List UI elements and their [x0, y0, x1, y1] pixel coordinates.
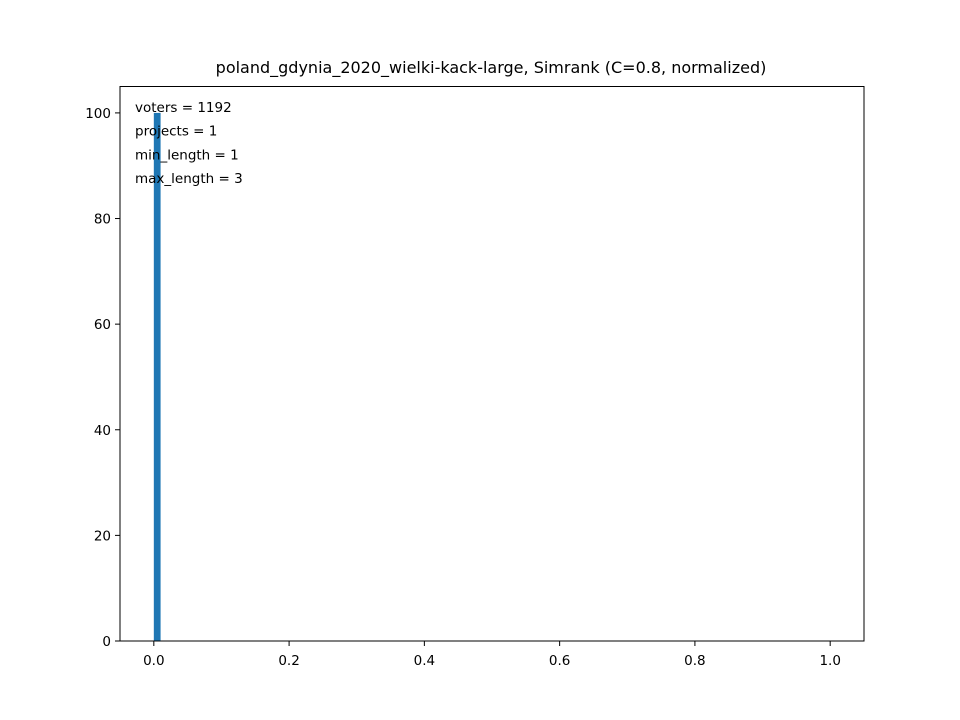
y-tick-label: 80: [94, 212, 111, 228]
x-tick-label: 1.0: [819, 653, 840, 669]
annotation-line: projects = 1: [135, 124, 217, 140]
x-axis-ticks: 0.0 0.2 0.4 0.6 0.8 1.0: [143, 641, 841, 669]
annotation-box: voters = 1192 projects = 1 min_length = 1 m…: [135, 100, 243, 187]
y-tick-label: 100: [85, 106, 111, 122]
y-tick-label: 0: [102, 634, 111, 650]
plot-frame: [119, 86, 865, 642]
annotation-line: max_length = 3: [135, 171, 243, 187]
y-tick-label: 40: [94, 423, 111, 439]
y-tick-label: 60: [94, 317, 111, 333]
chart-title: poland_gdynia_2020_wielki-kack-large, Si…: [216, 58, 767, 78]
x-tick-label: 0.0: [143, 653, 164, 669]
x-tick-label: 0.4: [414, 653, 435, 669]
x-tick-label: 0.6: [549, 653, 570, 669]
histogram-bar-0: [153, 112, 161, 641]
x-tick-label: 0.2: [278, 653, 299, 669]
annotation-line: min_length = 1: [135, 147, 239, 163]
bars-layer: [153, 112, 161, 641]
y-axis-ticks: 0 20 40 60 80 100: [85, 106, 120, 650]
x-tick-label: 0.8: [684, 653, 705, 669]
y-tick-label: 20: [94, 528, 111, 544]
annotation-line: voters = 1192: [135, 100, 232, 116]
